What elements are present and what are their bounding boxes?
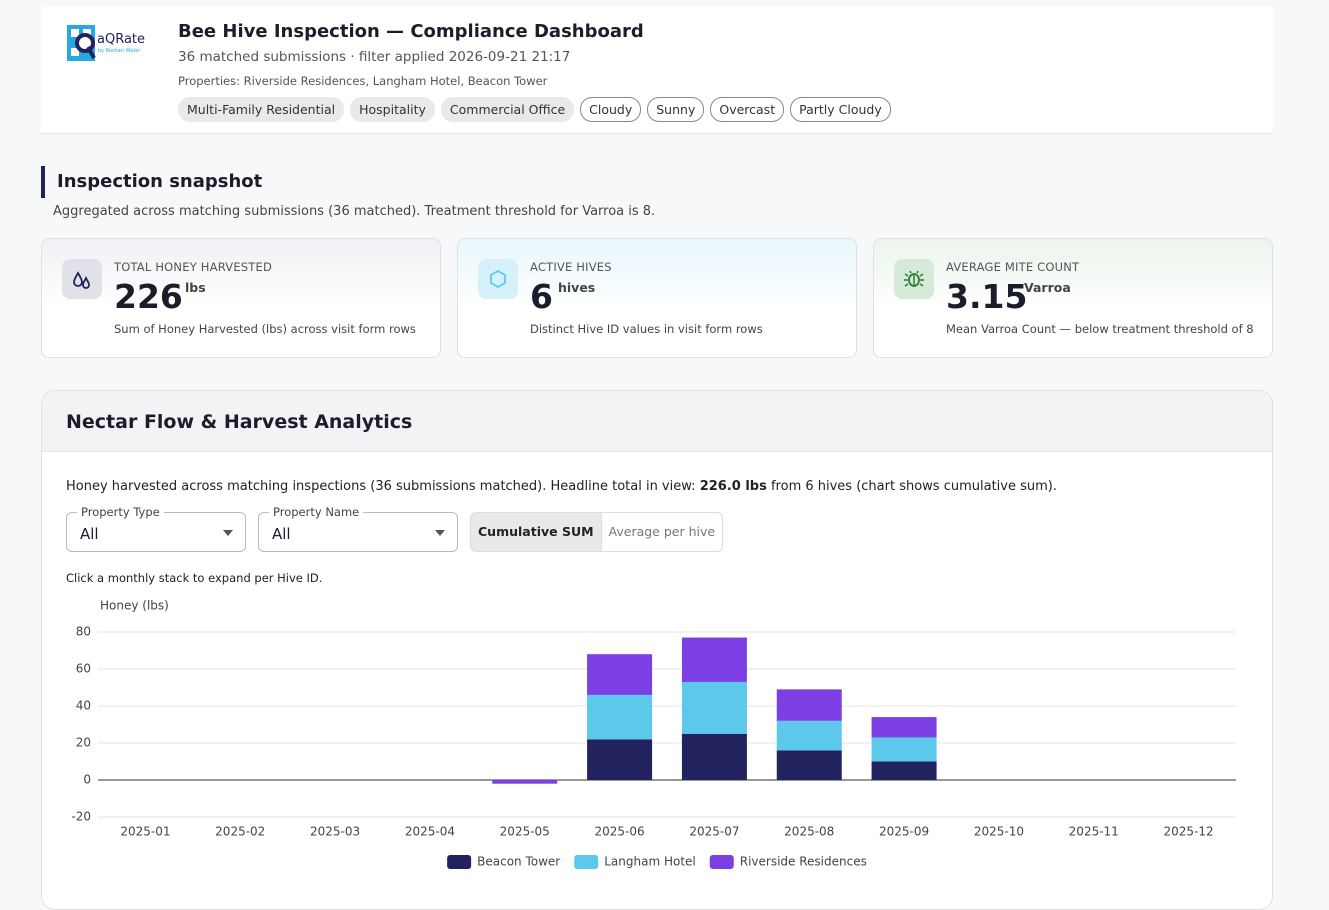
mode-toggle: Cumulative SUM Average per hive — [470, 512, 724, 552]
tag: Overcast — [710, 97, 785, 122]
logo-sub: by Roshan Water — [98, 48, 141, 54]
kpi-unit: hives — [558, 280, 596, 295]
tag: Sunny — [647, 97, 705, 122]
filter-select[interactable]: Property Name All — [258, 505, 458, 552]
toggle-button[interactable]: Average per hive — [608, 524, 716, 539]
icon — [62, 259, 102, 299]
y-tick-label: 80 — [76, 625, 91, 639]
desc-text: from 6 hives (chart shows cumulative sum… — [766, 479, 1057, 494]
tag: Partly Cloudy — [790, 97, 891, 122]
panel-header: Nectar Flow & Harvest Analytics — [42, 391, 1272, 452]
y-tick-label: 60 — [76, 662, 91, 676]
y-tick-label: 40 — [76, 699, 91, 713]
tag-list: Multi-Family Residential Hospitality Comme… — [178, 97, 891, 122]
kpi-card: AVERAGE MITE COUNT 3.15 Varroa Mean Varr… — [873, 238, 1273, 358]
bar-segment — [776, 720, 842, 751]
x-tick-label: 2025-03 — [310, 825, 360, 839]
tag: Multi-Family Residential — [178, 97, 345, 122]
header: aQRate by Roshan Water Bee Hive Inspecti… — [41, 7, 1273, 134]
bar-segment — [587, 739, 653, 780]
desc-text: Honey harvested across matching inspecti… — [66, 479, 700, 494]
filter-value: All — [272, 525, 291, 543]
kpi-note: Mean Varroa Count — below treatment thre… — [946, 322, 1254, 336]
x-tick-label: 2025-08 — [784, 825, 834, 839]
kpi-value: 3.15 — [946, 277, 1028, 316]
bar-segment — [681, 637, 747, 682]
hint: Click a monthly stack to expand per Hive… — [66, 571, 323, 585]
x-tick-label: 2025-11 — [1069, 825, 1119, 839]
page: Bee Hive Inspection {"header": {"logo_te… — [41, 7, 1273, 910]
bar-segment — [776, 750, 842, 780]
title: Bee Hive Inspection — Compliance Dashboa… — [178, 21, 644, 42]
tag: Commercial Office — [440, 97, 575, 122]
logo-text: aQRate — [97, 32, 146, 47]
x-tick-label: 2025-06 — [595, 825, 645, 839]
bar-segment — [492, 780, 558, 784]
logo-icon — [67, 25, 96, 61]
filter-label: Property Name — [269, 505, 364, 519]
panel-title: Nectar Flow & Harvest Analytics — [66, 411, 413, 433]
bar-segment — [587, 694, 653, 740]
legend-label: Langham Hotel — [604, 855, 696, 869]
kpi-note: Sum of Honey Harvested (lbs) across visi… — [114, 322, 416, 336]
chart: Honey (lbs) -20 0 20 40 60 80 2025-01 2025-02 20… — [71, 599, 1236, 869]
x-tick-label: 2025-10 — [974, 825, 1024, 839]
y-tick-label: 0 — [83, 773, 91, 787]
section-desc: Aggregated across matching submissions (… — [53, 204, 656, 219]
kpi-card: ACTIVE HIVES 6 hives Distinct Hive ID va… — [457, 238, 857, 358]
filter-select[interactable]: Property Type All — [66, 505, 246, 552]
kpi-label: TOTAL HONEY HARVESTED — [114, 260, 273, 274]
x-tick-label: 2025-01 — [120, 825, 170, 839]
x-tick-label: 2025-05 — [500, 825, 550, 839]
analytics-panel: Nectar Flow & Harvest Analytics Honey ha… — [41, 390, 1273, 910]
kpi-value: 226 — [114, 277, 183, 316]
legend-swatch — [709, 855, 734, 869]
kpi-label: ACTIVE HIVES — [530, 260, 612, 274]
filter-label: Property Type — [77, 505, 164, 519]
bar-segment — [681, 681, 747, 734]
subtitle: 36 matched submissions · filter applied … — [178, 49, 571, 65]
dashboard: aQRate by Roshan Water Bee Hive Inspecti… — [41, 7, 1273, 910]
kpi-unit: Varroa — [1024, 280, 1071, 295]
bar-segment — [587, 654, 653, 695]
legend-swatch — [574, 855, 599, 869]
filter-value: All — [80, 525, 99, 543]
icon — [478, 259, 518, 299]
legend-swatch — [447, 855, 472, 869]
kpi-card: TOTAL HONEY HARVESTED 226 lbs Sum of Hon… — [41, 238, 441, 358]
icon — [894, 259, 934, 299]
x-tick-label: 2025-12 — [1164, 825, 1214, 839]
panel-desc: Honey harvested across matching inspecti… — [66, 479, 1057, 494]
x-tick-label: 2025-04 — [405, 825, 455, 839]
x-tick-label: 2025-02 — [215, 825, 265, 839]
logo: aQRate by Roshan Water — [66, 22, 145, 66]
x-tick-label: 2025-09 — [879, 825, 929, 839]
bar-segment — [871, 761, 937, 780]
bar-segment — [776, 689, 842, 721]
desc-total: 226.0 lbs — [699, 479, 767, 494]
legend-label: Beacon Tower — [477, 855, 560, 869]
y-axis-title: Honey (lbs) — [100, 599, 169, 613]
kpi-value: 6 — [530, 277, 553, 316]
x-tick-label: 2025-07 — [689, 825, 739, 839]
kpi-unit: lbs — [185, 280, 206, 295]
y-tick-label: 20 — [76, 736, 91, 750]
properties: Properties: Riverside Residences, Langha… — [178, 74, 548, 88]
tag: Hospitality — [350, 97, 435, 122]
tag: Cloudy — [580, 97, 642, 122]
legend-label: Riverside Residences — [740, 855, 867, 869]
section-title: Inspection snapshot — [41, 166, 262, 198]
y-tick-label: -20 — [71, 810, 91, 824]
toggle-button[interactable]: Cumulative SUM — [471, 513, 602, 551]
bar-segment — [871, 717, 937, 738]
bar-segment — [871, 737, 937, 762]
kpi-note: Distinct Hive ID values in visit form ro… — [530, 322, 763, 336]
kpi-label: AVERAGE MITE COUNT — [946, 260, 1080, 274]
bar-segment — [681, 733, 747, 780]
